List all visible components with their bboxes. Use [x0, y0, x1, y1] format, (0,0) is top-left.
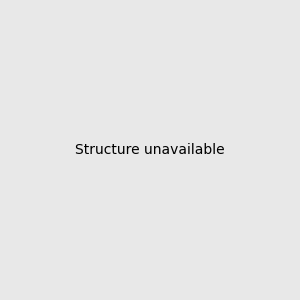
Text: Structure unavailable: Structure unavailable: [75, 143, 225, 157]
